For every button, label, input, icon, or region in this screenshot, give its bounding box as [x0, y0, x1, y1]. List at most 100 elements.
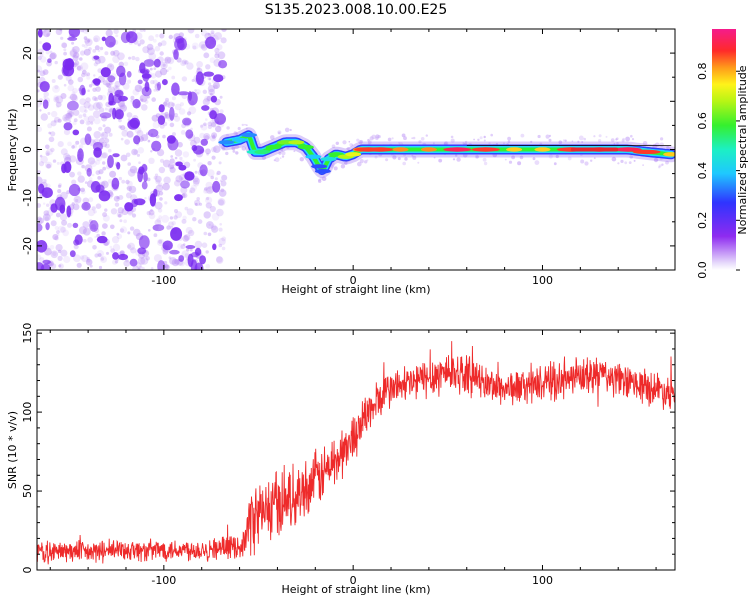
noise-speckle — [168, 66, 172, 71]
halo-speckle — [279, 157, 282, 159]
noise-speckle — [141, 266, 145, 270]
noise-speckle — [93, 210, 97, 214]
halo-speckle — [402, 161, 407, 166]
ridge-point — [305, 154, 322, 159]
noise-speckle — [58, 263, 64, 269]
noise-speckle — [49, 245, 55, 250]
colorbar: 0.0 0.2 0.4 0.6 0.8 Normalized spectral ampl… — [696, 29, 749, 279]
noise-speckle — [211, 225, 219, 233]
noise-speckle — [194, 199, 201, 207]
spectrogram-y-label: 10 — [21, 94, 34, 108]
noise-speckle — [57, 225, 66, 233]
noise-speckle — [83, 36, 88, 40]
noise-speckle — [66, 154, 72, 160]
snr-y-label: 100 — [21, 402, 34, 423]
noise-speckle — [79, 57, 83, 61]
noise-speckle — [98, 265, 103, 270]
noise-speckle — [203, 52, 210, 59]
halo-speckle — [642, 164, 644, 166]
noise-speckle — [152, 121, 160, 129]
noise-speckle — [151, 114, 159, 122]
halo-speckle — [335, 141, 339, 145]
spectrogram-x-label: 100 — [532, 274, 553, 287]
noise-speckle — [139, 39, 145, 45]
halo-speckle — [344, 161, 348, 165]
noise-speckle — [120, 137, 124, 141]
noise-speckle — [69, 93, 78, 101]
noise-blob — [37, 223, 43, 233]
noise-speckle — [127, 168, 136, 177]
noise-speckle — [77, 175, 85, 183]
noise-speckle — [217, 198, 226, 206]
noise-speckle — [221, 29, 227, 32]
noise-blob — [157, 115, 166, 125]
halo-speckle — [630, 134, 633, 138]
noise-speckle — [117, 207, 125, 214]
ridge-point — [392, 147, 409, 152]
noise-speckle — [169, 158, 175, 164]
halo-speckle — [299, 157, 304, 162]
noise-speckle — [209, 119, 217, 127]
noise-blob — [84, 133, 92, 146]
noise-speckle — [60, 249, 68, 257]
halo-speckle — [385, 158, 389, 162]
halo-speckle — [545, 134, 550, 139]
noise-speckle — [148, 157, 155, 164]
halo-speckle — [503, 142, 505, 145]
noise-speckle — [148, 229, 151, 232]
noise-speckle — [81, 164, 85, 169]
noise-speckle — [72, 203, 80, 211]
noise-speckle — [126, 112, 133, 118]
colorbar-tick-label: 0.8 — [696, 62, 709, 80]
noise-speckle — [137, 257, 146, 265]
noise-speckle — [100, 94, 107, 101]
noise-blob — [162, 240, 173, 251]
noise-speckle — [77, 76, 84, 83]
noise-speckle — [130, 247, 137, 254]
noise-blob — [37, 29, 43, 38]
noise-blob — [132, 98, 141, 109]
halo-speckle — [270, 135, 275, 140]
noise-speckle — [43, 202, 46, 205]
noise-speckle — [150, 267, 154, 270]
noise-speckle — [208, 88, 215, 96]
noise-speckle — [55, 95, 64, 104]
noise-speckle — [145, 256, 150, 261]
noise-speckle — [169, 164, 175, 170]
noise-speckle — [55, 101, 62, 108]
noise-speckle — [196, 92, 199, 95]
noise-speckle — [42, 29, 51, 38]
halo-speckle — [369, 136, 374, 141]
noise-blob — [67, 100, 79, 111]
noise-speckle — [213, 145, 221, 153]
halo-speckle — [246, 127, 248, 130]
noise-speckle — [102, 161, 106, 165]
halo-speckle — [507, 140, 511, 143]
noise-speckle — [131, 148, 138, 156]
noise-speckle — [221, 174, 228, 181]
noise-speckle — [155, 34, 159, 38]
noise-blob — [153, 188, 158, 198]
halo-speckle — [225, 133, 229, 137]
noise-blob — [203, 71, 215, 77]
noise-speckle — [80, 187, 85, 193]
halo-speckle — [475, 155, 479, 159]
noise-blob — [185, 245, 196, 249]
noise-blob — [194, 247, 202, 256]
noise-speckle — [169, 257, 177, 265]
noise-speckle — [84, 29, 88, 32]
noise-speckle — [162, 134, 166, 139]
noise-speckle — [39, 53, 44, 57]
noise-blob — [157, 260, 166, 270]
noise-speckle — [39, 109, 42, 112]
noise-speckle — [73, 118, 78, 123]
noise-speckle — [179, 102, 184, 107]
noise-speckle — [170, 226, 174, 230]
spectrogram-plot-area — [37, 29, 675, 270]
noise-speckle — [150, 79, 155, 85]
halo-speckle — [482, 157, 487, 162]
noise-speckle — [55, 29, 63, 36]
halo-speckle — [571, 140, 574, 142]
colorbar-tick-label: 0.4 — [696, 162, 709, 180]
noise-speckle — [42, 213, 51, 222]
